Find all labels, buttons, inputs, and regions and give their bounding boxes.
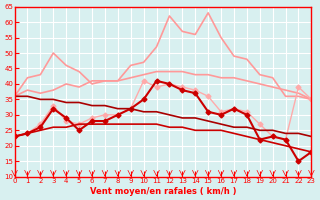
X-axis label: Vent moyen/en rafales ( km/h ): Vent moyen/en rafales ( km/h ) bbox=[90, 187, 236, 196]
